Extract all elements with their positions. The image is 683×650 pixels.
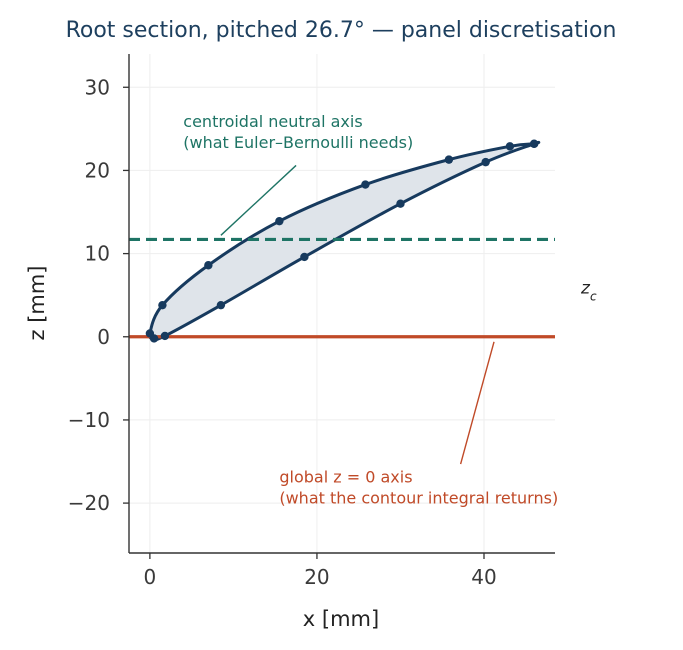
annotations: centroidal neutral axis (what Euler–Berno… <box>183 112 597 507</box>
x-tick-label: 40 <box>471 565 496 589</box>
y-axis-label: z [mm] <box>25 266 49 341</box>
annotation-text: (what Euler–Bernoulli needs) <box>183 133 413 152</box>
panel-node <box>204 261 213 270</box>
panel-node <box>300 252 309 262</box>
y-tick-label: −20 <box>68 491 110 515</box>
x-tick-label: 0 <box>144 565 157 589</box>
annotation-pointer <box>459 341 495 465</box>
panel-node <box>149 334 159 343</box>
panel-node <box>529 139 539 149</box>
annotation-pointer <box>220 164 297 236</box>
x-axis-label: x [mm] <box>303 607 379 631</box>
panel-node <box>505 142 515 151</box>
annotation-text: (what the contour integral returns) <box>279 488 558 507</box>
section-outline <box>148 140 541 341</box>
axes: 0 20 40 −20 −10 0 10 20 30 <box>68 54 555 589</box>
panel-node <box>444 155 454 164</box>
y-tick-label: 10 <box>85 242 110 266</box>
panel-node <box>396 199 405 208</box>
annotation-text: centroidal neutral axis <box>183 112 362 131</box>
y-tick-label: −10 <box>68 408 110 432</box>
panel-node <box>158 300 167 310</box>
y-tick-label: 0 <box>97 325 110 349</box>
panel-node <box>275 216 284 226</box>
panel-node <box>160 331 170 341</box>
plot-area <box>129 139 555 343</box>
panel-node <box>216 300 226 310</box>
centroid-z-label: zc <box>580 278 597 303</box>
y-tick-label: 20 <box>85 158 110 182</box>
y-tick-label: 30 <box>85 75 110 99</box>
x-tick-label: 20 <box>304 565 329 589</box>
panel-node <box>481 157 490 167</box>
chart-title: Root section, pitched 26.7° — panel disc… <box>66 18 617 43</box>
panel-node <box>361 180 370 189</box>
annotation-text: global z = 0 axis <box>279 467 412 486</box>
